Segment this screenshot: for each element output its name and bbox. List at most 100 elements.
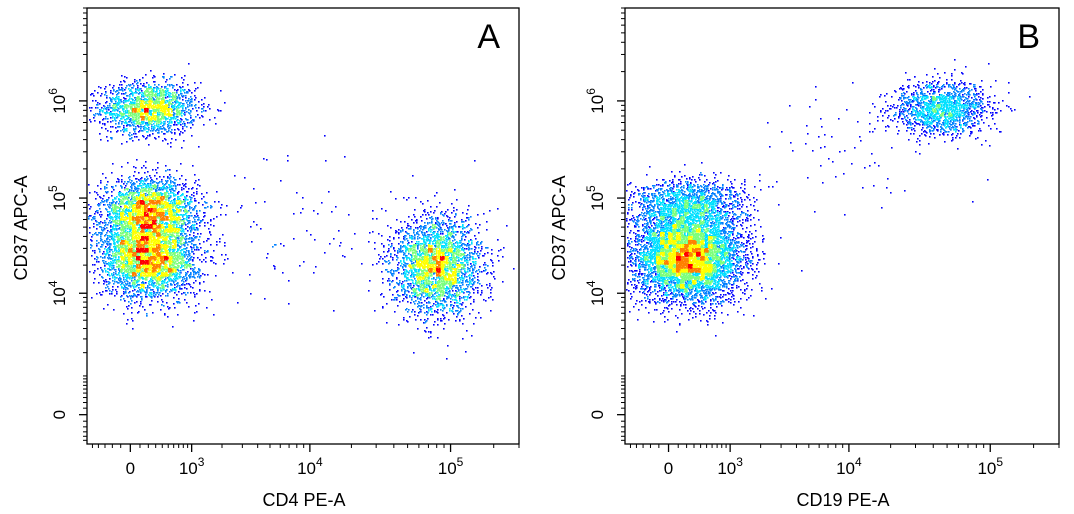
event-point [192,259,194,261]
event-point [108,235,110,237]
event-point [384,260,386,262]
event-point [188,252,190,254]
event-point [464,276,466,278]
event-point [484,262,486,264]
event-point [114,118,116,120]
event-point [191,135,193,137]
event-point [444,229,446,231]
event-point [129,135,131,137]
event-point [490,259,492,261]
event-point [192,108,194,110]
event-point [415,300,417,302]
event-point [191,194,193,196]
event-point [136,178,138,180]
event-point [208,104,210,106]
event-point [183,110,185,112]
event-point [165,81,167,83]
event-point [95,107,97,109]
event-point [188,259,190,261]
event-point [453,313,455,315]
event-point [404,271,406,273]
event-point [125,279,127,281]
event-point [201,198,203,200]
event-point [193,217,195,219]
event-point [408,309,410,311]
event-point [186,288,188,290]
event-point [173,282,175,284]
event-point [172,181,174,183]
event-point [145,161,147,163]
event-point [211,260,213,262]
event-point [88,216,90,218]
event-point [457,243,459,245]
event-point [407,240,409,242]
event-point [403,264,405,266]
event-point [490,310,492,312]
event-point [170,181,172,183]
event-point [468,247,470,249]
event-point [129,179,131,181]
event-point [455,214,457,216]
event-point [210,244,212,246]
event-point [145,74,147,76]
event-point [145,287,147,289]
event-point [457,231,459,233]
event-point [177,116,179,118]
event-point [165,290,167,292]
event-point [134,171,136,173]
event-point [119,115,121,117]
event-point [189,215,191,217]
event-point [468,217,470,219]
event-point [457,313,459,315]
event-point [439,224,441,226]
event-point [96,256,98,258]
event-point [99,222,101,224]
event-point [193,320,195,322]
event-point [203,110,205,112]
event-point [128,292,130,294]
event-point [409,285,411,287]
event-point [302,208,304,210]
event-point [372,218,374,220]
event-point [456,285,458,287]
event-point [463,318,465,320]
event-point [474,246,476,248]
event-point [182,82,184,84]
event-point [411,297,413,299]
event-point [186,242,188,244]
event-point [324,135,326,137]
event-point [146,82,148,84]
event-point [407,301,409,303]
event-point [486,221,488,223]
event-point [147,131,149,133]
event-point [433,232,435,234]
event-point [94,258,96,260]
event-point [108,222,110,224]
event-point [437,324,439,326]
event-point [177,278,179,280]
event-point [452,286,454,288]
event-point [481,292,483,294]
event-point [410,283,412,285]
event-point [446,312,448,314]
event-point [104,222,106,224]
event-point [404,237,406,239]
event-point [391,243,393,245]
event-point [390,270,392,272]
event-point [190,117,192,119]
event-point [293,238,295,240]
event-point [197,257,199,259]
event-point [480,294,482,296]
event-point [200,220,202,222]
event-point [151,128,153,130]
event-point [216,244,218,246]
event-point [416,241,418,243]
event-point [443,298,445,300]
event-point [456,209,458,211]
event-point [140,303,142,305]
event-point [474,267,476,269]
event-point [107,199,109,201]
event-point [110,269,112,271]
event-point [388,244,390,246]
event-point [195,97,197,99]
